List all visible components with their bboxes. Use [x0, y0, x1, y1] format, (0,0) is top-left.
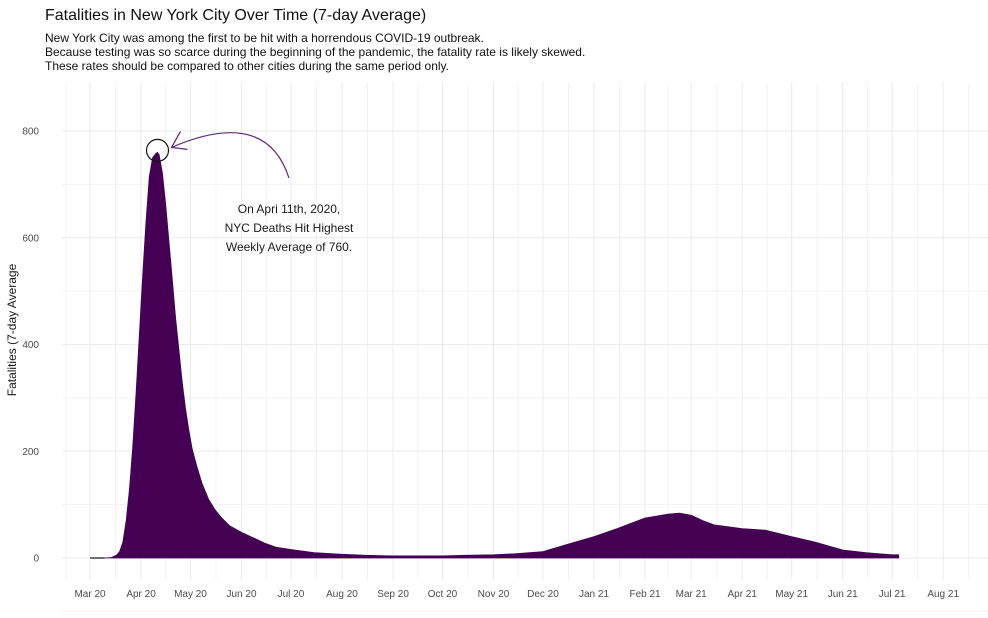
x-tick-label: Jul 20 — [278, 589, 305, 600]
x-tick-label: Oct 20 — [428, 589, 458, 600]
x-tick-label: Feb 21 — [629, 589, 661, 600]
x-tick-label: Aug 21 — [927, 589, 959, 600]
x-tick-label: Mar 20 — [74, 589, 106, 600]
x-tick-label: Nov 20 — [478, 589, 510, 600]
x-tick-label: Dec 20 — [527, 589, 559, 600]
x-tick-label: Apr 21 — [728, 589, 758, 600]
y-tick-label: 0 — [33, 554, 39, 565]
x-axis-ticks: Mar 20 Apr 20 May 20 Jun 20 Jul 20 Aug 20 Sep … — [74, 589, 959, 600]
grid-minor — [62, 82, 988, 612]
x-tick-label: Mar 21 — [676, 589, 708, 600]
y-tick-label: 200 — [22, 447, 39, 458]
x-tick-label: Jun 21 — [828, 589, 858, 600]
annotation-arrow-head — [170, 131, 188, 150]
x-tick-label: May 21 — [775, 589, 808, 600]
subtitle-line-3: These rates should be compared to other … — [45, 59, 450, 73]
x-tick-label: Jan 21 — [579, 589, 609, 600]
y-tick-label: 800 — [22, 127, 39, 138]
annotation-arrow — [171, 132, 290, 179]
annotation-line-2: NYC Deaths Hit Highest — [225, 221, 354, 235]
y-axis-ticks: 0 200 400 600 800 — [22, 127, 39, 565]
annotation-line-1: On Apri 11th, 2020, — [238, 202, 341, 216]
chart-title: Fatalities in New York City Over Time (7… — [45, 7, 427, 24]
y-tick-label: 600 — [22, 233, 39, 244]
x-tick-label: Sep 20 — [377, 589, 409, 600]
x-tick-label: Jul 21 — [879, 589, 906, 600]
peak-highlight-circle — [145, 138, 170, 162]
x-tick-label: Jun 20 — [227, 589, 257, 600]
x-tick-label: Aug 20 — [326, 589, 358, 600]
chart-subtitle: New York City was among the first to be … — [45, 31, 585, 73]
x-tick-label: May 20 — [174, 589, 207, 600]
y-tick-label: 400 — [22, 340, 39, 351]
annotation-text: On Apri 11th, 2020, NYC Deaths Hit Highe… — [225, 202, 354, 254]
fatalities-area — [104, 151, 900, 559]
subtitle-line-2: Because testing was so scarce during the… — [45, 45, 586, 59]
subtitle-line-1: New York City was among the first to be … — [45, 31, 484, 45]
y-axis-label: Fatalities (7-day Average — [5, 263, 19, 396]
x-tick-label: Apr 20 — [126, 589, 156, 600]
annotation-line-3: Weekly Average of 760. — [226, 240, 352, 254]
